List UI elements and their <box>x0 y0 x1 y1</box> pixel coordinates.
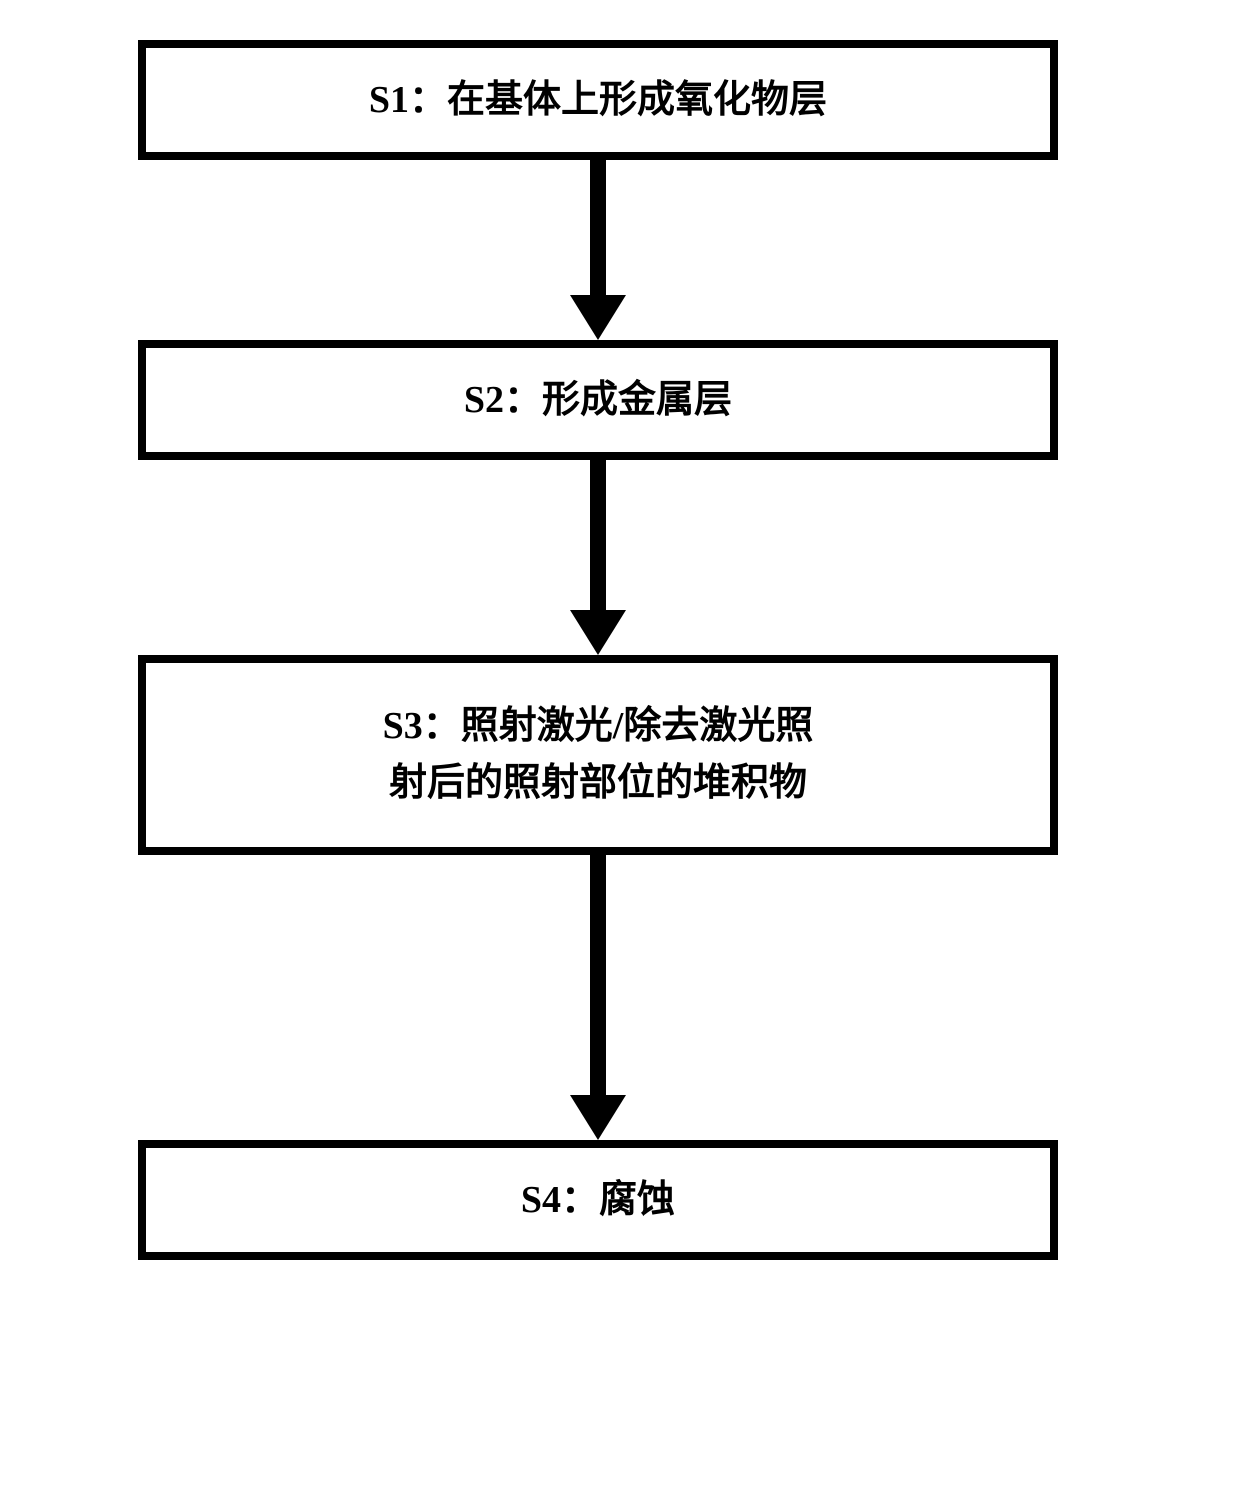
arrow-down-icon <box>568 460 628 655</box>
arrow-s2-s3 <box>138 460 1058 655</box>
flow-step-s3-label: S3：照射激光/除去激光照 射后的照射部位的堆积物 <box>383 698 814 812</box>
arrow-s3-s4 <box>138 855 1058 1140</box>
flow-step-s1-label: S1：在基体上形成氧化物层 <box>369 72 827 129</box>
flow-step-s1: S1：在基体上形成氧化物层 <box>138 40 1058 160</box>
flow-step-s2: S2：形成金属层 <box>138 340 1058 460</box>
arrow-down-icon <box>568 855 628 1140</box>
arrow-down-icon <box>568 160 628 340</box>
arrow-s1-s2 <box>138 160 1058 340</box>
flow-step-s3: S3：照射激光/除去激光照 射后的照射部位的堆积物 <box>138 655 1058 855</box>
flowchart-container: S1：在基体上形成氧化物层 S2：形成金属层 S3：照射激光/除去激光照 射后的… <box>138 40 1058 1260</box>
flow-step-s4: S4：腐蚀 <box>138 1140 1058 1260</box>
flow-step-s4-label: S4：腐蚀 <box>521 1172 675 1229</box>
flow-step-s2-label: S2：形成金属层 <box>464 372 732 429</box>
